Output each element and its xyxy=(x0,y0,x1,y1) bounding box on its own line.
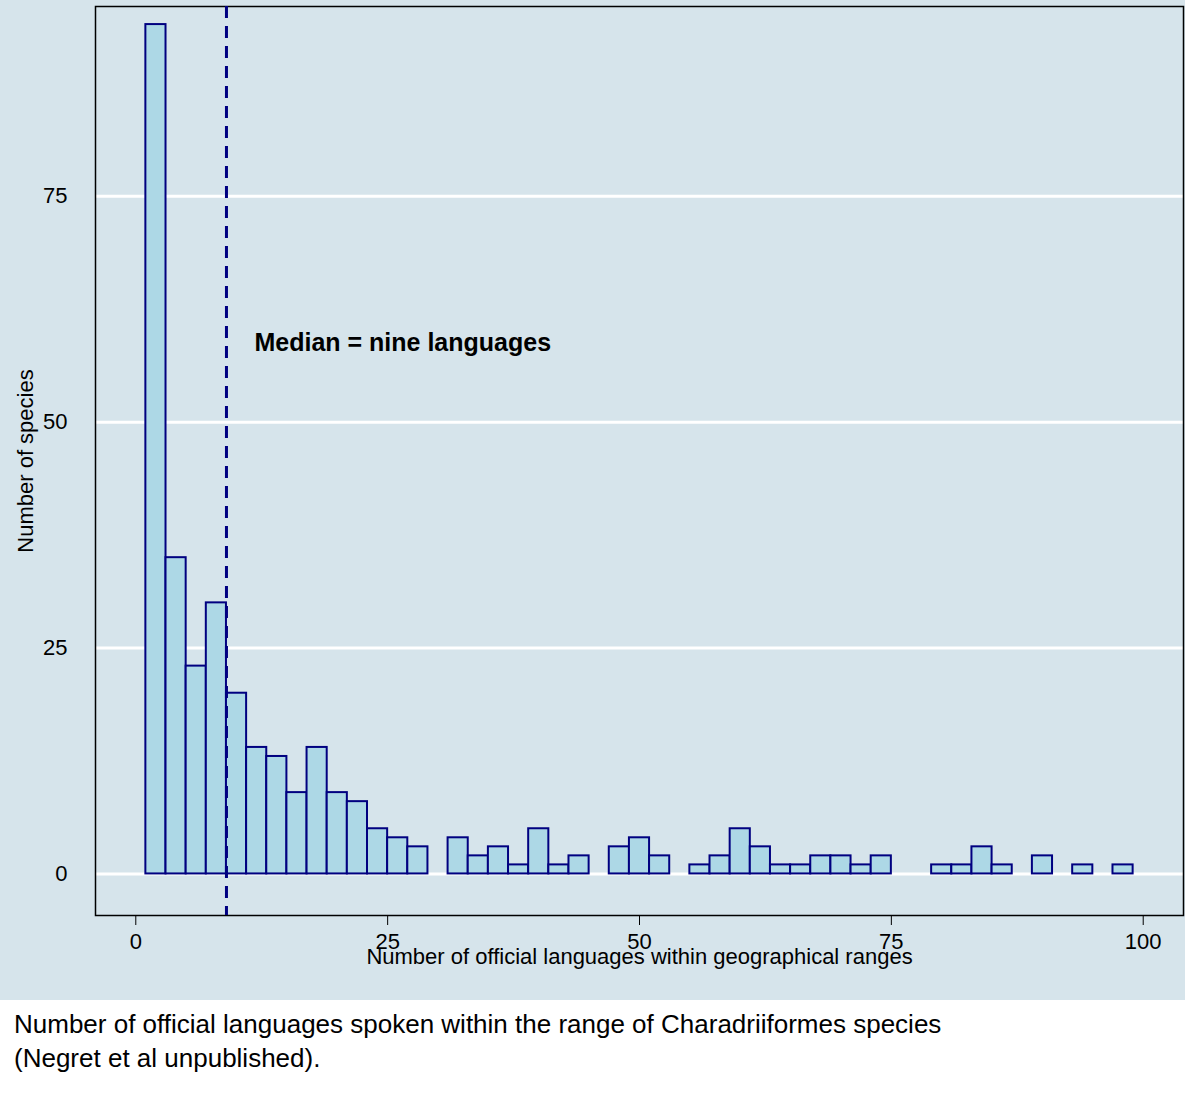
svg-text:50: 50 xyxy=(43,409,67,434)
svg-text:25: 25 xyxy=(43,635,67,660)
html-text:Number of official languages s: Number of official languages spoken with… xyxy=(14,1009,942,1073)
svg-text:25: 25 xyxy=(375,929,400,955)
svg-text:75: 75 xyxy=(879,929,904,955)
svg-text:Number of official languages w: Number of official languages within geog… xyxy=(366,944,912,969)
svg-text:0: 0 xyxy=(130,929,142,954)
svg-text:0: 0 xyxy=(55,861,67,886)
svg-text:75: 75 xyxy=(43,183,67,208)
svg-text:Median = nine languages: Median = nine languages xyxy=(254,328,551,356)
svg-text:100: 100 xyxy=(1125,929,1162,954)
svg-text:Number of species: Number of species xyxy=(13,369,38,552)
svg-text:50: 50 xyxy=(627,929,652,955)
